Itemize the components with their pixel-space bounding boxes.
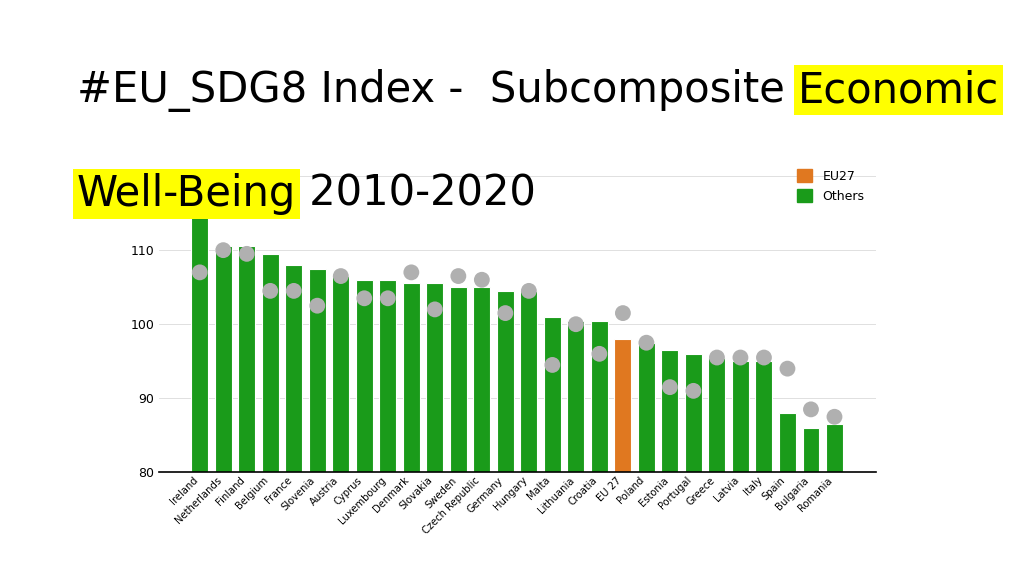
Point [474,275,490,285]
Point [567,320,584,329]
Point [191,268,208,277]
Point [662,382,678,392]
Point [262,286,279,295]
Bar [567,320,585,472]
Bar [709,358,725,472]
Point [239,249,255,259]
Point [498,309,514,318]
Point [333,271,349,281]
Bar [286,265,302,472]
Bar [356,280,373,472]
Bar [591,320,608,472]
Point [826,412,843,422]
Bar [732,361,749,472]
Point [286,286,302,295]
Point [215,245,231,255]
Bar [379,280,396,472]
Bar [685,354,701,472]
Bar [215,247,231,472]
Point [614,309,631,318]
Bar [473,287,490,472]
Point [403,268,420,277]
Point [309,301,326,310]
Text: #EU_SDG8 Index -  Subcomposite: #EU_SDG8 Index - Subcomposite [77,69,798,112]
Point [451,271,467,281]
Point [638,338,654,347]
Bar [544,317,561,472]
Bar [756,361,772,472]
Point [520,286,537,295]
Text: Well-Being: Well-Being [77,173,296,215]
Point [803,405,819,414]
Bar [402,283,420,472]
Point [380,294,396,303]
Bar [191,210,208,472]
Bar [779,413,796,472]
Legend: EU27, Others: EU27, Others [793,164,869,208]
Bar [803,428,819,472]
Point [709,353,725,362]
Point [756,353,772,362]
Point [732,353,749,362]
Bar [497,291,514,472]
Bar [450,287,467,472]
Point [779,364,796,373]
Bar [614,339,632,472]
Point [356,294,373,303]
Point [544,361,560,370]
Point [685,386,701,396]
Point [591,349,607,358]
Point [427,305,443,314]
Bar [262,254,279,472]
Bar [239,247,255,472]
Bar [662,350,678,472]
Bar [826,424,843,472]
Bar [638,343,655,472]
Bar [309,268,326,472]
Text: Economic: Economic [798,69,999,111]
Bar [333,276,349,472]
Text: 2010-2020: 2010-2020 [296,173,536,215]
Bar [426,283,443,472]
Bar [520,291,538,472]
